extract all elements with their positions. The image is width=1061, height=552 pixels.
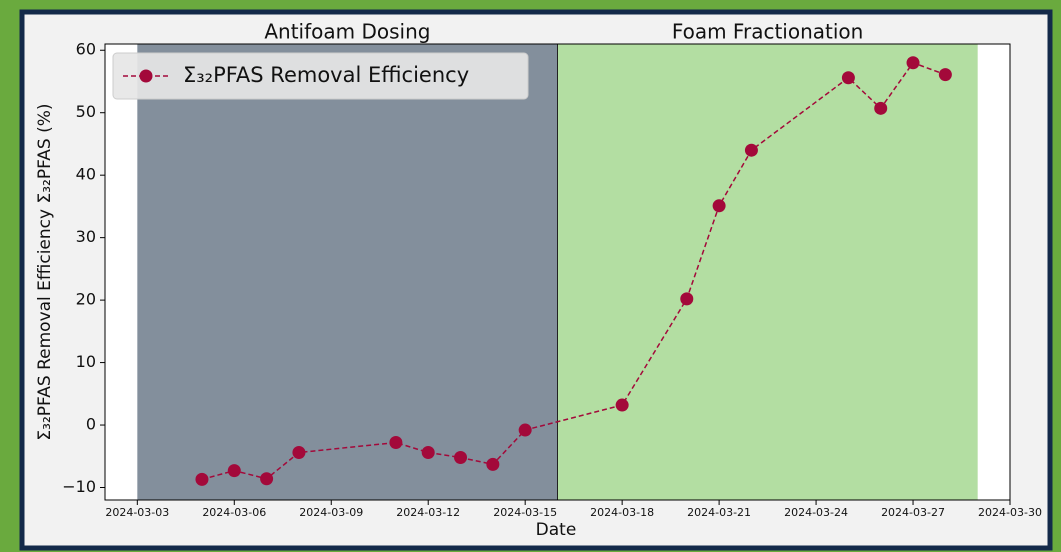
data-point <box>616 399 629 412</box>
chart: Date Σ₃₂PFAS Removal Efficiency Σ₃₂PFAS … <box>0 0 1061 552</box>
x-tick-label: 2024-03-12 <box>396 506 460 519</box>
x-tick-label: 2024-03-06 <box>202 506 266 519</box>
data-point <box>389 436 402 449</box>
y-tick-label: 50 <box>76 102 96 121</box>
data-point <box>260 472 273 485</box>
x-tick-label: 2024-03-15 <box>493 506 557 519</box>
phase-label: Foam Fractionation <box>672 20 864 44</box>
data-point <box>842 71 855 84</box>
phase-span <box>558 44 978 500</box>
data-point <box>519 424 532 437</box>
y-tick-label: 20 <box>76 290 96 309</box>
x-tick-label: 2024-03-27 <box>881 506 945 519</box>
data-point <box>228 464 241 477</box>
x-tick-label: 2024-03-24 <box>784 506 848 519</box>
x-tick-label: 2024-03-18 <box>590 506 654 519</box>
y-tick-label: 0 <box>86 415 96 434</box>
y-tick-label: 60 <box>76 40 96 59</box>
data-point <box>874 102 887 115</box>
legend-marker <box>140 70 153 83</box>
data-point <box>486 458 499 471</box>
data-point <box>939 68 952 81</box>
data-point <box>680 292 693 305</box>
legend-label: Σ₃₂PFAS Removal Efficiency <box>183 63 469 87</box>
data-point <box>292 446 305 459</box>
x-tick-label: 2024-03-09 <box>299 506 363 519</box>
y-tick-label: 10 <box>76 352 96 371</box>
y-tick-label: −10 <box>62 477 96 496</box>
x-tick-label: 2024-03-21 <box>687 506 751 519</box>
data-point <box>422 446 435 459</box>
data-point <box>907 56 920 69</box>
phase-span <box>137 44 557 500</box>
data-point <box>195 473 208 486</box>
data-point <box>454 451 467 464</box>
x-axis-label: Date <box>536 520 577 540</box>
data-point <box>745 144 758 157</box>
y-tick-label: 40 <box>76 165 96 184</box>
y-tick-label: 30 <box>76 227 96 246</box>
y-axis-label: Σ₃₂PFAS Removal Efficiency Σ₃₂PFAS (%) <box>35 103 55 440</box>
phase-label: Antifoam Dosing <box>264 20 430 44</box>
x-tick-label: 2024-03-03 <box>105 506 169 519</box>
x-tick-label: 2024-03-30 <box>978 506 1042 519</box>
data-point <box>713 199 726 212</box>
